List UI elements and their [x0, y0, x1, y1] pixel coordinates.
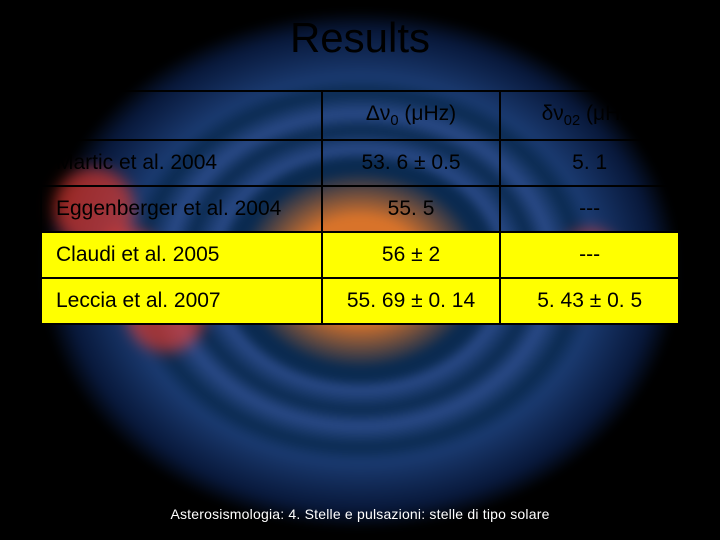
header-dnu02-sub: 02 — [564, 113, 580, 129]
row-value-dnu0: 55. 69 ± 0. 14 — [322, 278, 501, 324]
table-body: Martic et al. 200453. 6 ± 0.55. 1Eggenbe… — [41, 140, 679, 324]
page-title: Results — [290, 14, 430, 62]
header-empty — [41, 91, 322, 140]
header-dnu0-unit: (μHz) — [399, 102, 457, 125]
row-label: Leccia et al. 2007 — [41, 278, 322, 324]
header-dnu0-sub: 0 — [390, 113, 398, 129]
row-label: Claudi et al. 2005 — [41, 232, 322, 278]
row-value-dnu0: 55. 5 — [322, 186, 501, 232]
footer-text: Asterosismologia: 4. Stelle e pulsazioni… — [0, 506, 720, 522]
row-label: Eggenberger et al. 2004 — [41, 186, 322, 232]
row-value-dnu0: 53. 6 ± 0.5 — [322, 140, 501, 186]
row-value-dnu02: 5. 1 — [500, 140, 679, 186]
results-table: Δν0 (μHz) δν02 (μHz) Martic et al. 20045… — [40, 90, 680, 325]
row-value-dnu02: 5. 43 ± 0. 5 — [500, 278, 679, 324]
row-value-dnu02: --- — [500, 232, 679, 278]
table-row: Martic et al. 200453. 6 ± 0.55. 1 — [41, 140, 679, 186]
header-dnu02-sym: δν — [542, 102, 564, 125]
slide-content: Results Δν0 (μHz) δν02 (μHz) Martic et a… — [0, 0, 720, 540]
header-dnu02-unit: (μHz) — [580, 102, 638, 125]
table-row: Leccia et al. 200755. 69 ± 0. 145. 43 ± … — [41, 278, 679, 324]
header-dnu0-sym: Δν — [366, 102, 391, 125]
header-dnu0: Δν0 (μHz) — [322, 91, 501, 140]
table-row: Claudi et al. 200556 ± 2--- — [41, 232, 679, 278]
row-label: Martic et al. 2004 — [41, 140, 322, 186]
table-row: Eggenberger et al. 200455. 5--- — [41, 186, 679, 232]
row-value-dnu0: 56 ± 2 — [322, 232, 501, 278]
table-header-row: Δν0 (μHz) δν02 (μHz) — [41, 91, 679, 140]
header-dnu02: δν02 (μHz) — [500, 91, 679, 140]
row-value-dnu02: --- — [500, 186, 679, 232]
